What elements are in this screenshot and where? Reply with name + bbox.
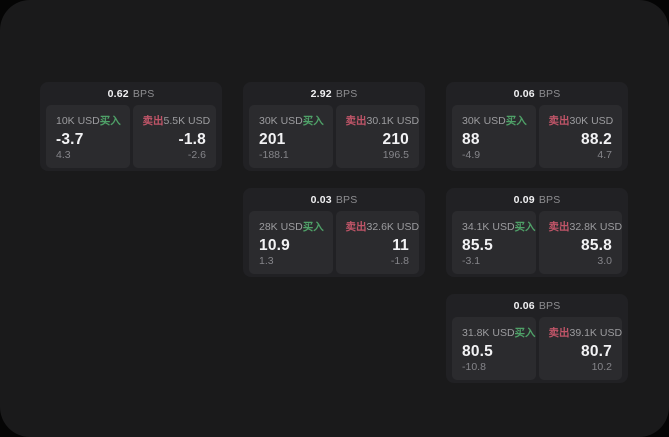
- bps-value: 0.06: [513, 87, 535, 100]
- buy-size-label: 10K USD: [56, 114, 100, 127]
- sell-panel[interactable]: 卖出 39.1K USD 80.7 10.2: [538, 317, 623, 380]
- sell-panel[interactable]: 卖出 32.6K USD 11 -1.8: [335, 211, 420, 274]
- card-header: 0.03 BPS: [243, 188, 425, 211]
- bps-unit-label: BPS: [335, 87, 358, 100]
- buy-price: 201: [259, 131, 286, 148]
- card-body: 31.8K USD 买入 80.5 -10.8 卖出 39.1K USD 80.…: [446, 317, 628, 383]
- quote-grid: 0.62 BPS 10K USD 买入 -3.7 4.3 卖出 5.5K USD: [40, 82, 628, 383]
- buy-delta: -188.1: [259, 149, 289, 161]
- bps-unit-label: BPS: [335, 193, 358, 206]
- card-body: 28K USD 买入 10.9 1.3 卖出 32.6K USD 11 -1.8: [243, 211, 425, 277]
- sell-action-label: 卖出: [548, 327, 570, 339]
- sell-price: 88.2: [581, 131, 612, 148]
- buy-panel[interactable]: 28K USD 买入 10.9 1.3: [249, 211, 333, 274]
- buy-price: -3.7: [56, 131, 84, 148]
- buy-panel[interactable]: 10K USD 买入 -3.7 4.3: [46, 105, 130, 168]
- buy-size-label: 30K USD: [259, 114, 303, 127]
- quote-card: 0.06 BPS 30K USD 买入 88 -4.9 卖出 30K USD: [446, 82, 628, 171]
- buy-price: 88: [462, 131, 480, 148]
- buy-size-label: 28K USD: [259, 220, 303, 233]
- sell-price: -1.8: [178, 131, 206, 148]
- card-header: 0.62 BPS: [40, 82, 222, 105]
- sell-action-label: 卖出: [345, 115, 367, 127]
- buy-action-label: 买入: [514, 327, 536, 339]
- sell-delta: 3.0: [597, 255, 612, 267]
- sell-action-label: 卖出: [142, 115, 164, 127]
- sell-price: 80.7: [581, 343, 612, 360]
- buy-delta: -10.8: [462, 361, 486, 373]
- sell-delta: 10.2: [591, 361, 612, 373]
- quote-card: 0.06 BPS 31.8K USD 买入 80.5 -10.8 卖出 39.1…: [446, 294, 628, 383]
- sell-panel[interactable]: 卖出 30K USD 88.2 4.7: [538, 105, 622, 168]
- quote-card: 0.62 BPS 10K USD 买入 -3.7 4.3 卖出 5.5K USD: [40, 82, 222, 171]
- bps-unit-label: BPS: [538, 299, 561, 312]
- card-header: 0.06 BPS: [446, 82, 628, 105]
- sell-delta: 196.5: [382, 149, 409, 161]
- card-body: 30K USD 买入 201 -188.1 卖出 30.1K USD 210 1…: [243, 105, 425, 171]
- card-body: 30K USD 买入 88 -4.9 卖出 30K USD 88.2 4.7: [446, 105, 628, 171]
- sell-size-label: 30K USD: [569, 114, 614, 127]
- buy-delta: -3.1: [462, 255, 481, 267]
- bps-value: 0.09: [513, 193, 535, 206]
- sell-size-label: 5.5K USD: [163, 114, 211, 127]
- buy-panel[interactable]: 30K USD 买入 88 -4.9: [452, 105, 536, 168]
- card-body: 10K USD 买入 -3.7 4.3 卖出 5.5K USD -1.8 -2.…: [40, 105, 222, 171]
- sell-action-label: 卖出: [548, 221, 570, 233]
- buy-price: 85.5: [462, 237, 493, 254]
- sell-size-label: 32.6K USD: [366, 220, 420, 233]
- buy-panel[interactable]: 30K USD 买入 201 -188.1: [249, 105, 333, 168]
- buy-panel[interactable]: 31.8K USD 买入 80.5 -10.8: [452, 317, 536, 380]
- quote-card: 0.03 BPS 28K USD 买入 10.9 1.3 卖出 32.6K US…: [243, 188, 425, 277]
- sell-delta: -1.8: [390, 255, 409, 267]
- sell-delta: -2.6: [187, 149, 206, 161]
- buy-action-label: 买入: [99, 115, 121, 127]
- card-header: 0.09 BPS: [446, 188, 628, 211]
- sell-size-label: 30.1K USD: [366, 114, 420, 127]
- bps-value: 2.92: [310, 87, 332, 100]
- sell-price: 85.8: [581, 237, 612, 254]
- buy-delta: 4.3: [56, 149, 71, 161]
- sell-panel[interactable]: 卖出 32.8K USD 85.8 3.0: [538, 211, 623, 274]
- buy-panel[interactable]: 34.1K USD 买入 85.5 -3.1: [452, 211, 536, 274]
- bps-unit-label: BPS: [538, 193, 561, 206]
- sell-action-label: 卖出: [345, 221, 367, 233]
- sell-delta: 4.7: [597, 149, 612, 161]
- buy-action-label: 买入: [514, 221, 536, 233]
- quote-card: 2.92 BPS 30K USD 买入 201 -188.1 卖出 30.1K …: [243, 82, 425, 171]
- buy-price: 10.9: [259, 237, 290, 254]
- bps-value: 0.06: [513, 299, 535, 312]
- sell-price: 210: [382, 131, 409, 148]
- sell-size-label: 32.8K USD: [569, 220, 623, 233]
- sell-action-label: 卖出: [548, 115, 570, 127]
- bps-value: 0.03: [310, 193, 332, 206]
- card-header: 0.06 BPS: [446, 294, 628, 317]
- buy-size-label: 30K USD: [462, 114, 506, 127]
- buy-size-label: 34.1K USD: [462, 220, 515, 233]
- bps-unit-label: BPS: [132, 87, 155, 100]
- buy-size-label: 31.8K USD: [462, 326, 515, 339]
- bps-value: 0.62: [107, 87, 129, 100]
- card-header: 2.92 BPS: [243, 82, 425, 105]
- buy-action-label: 买入: [505, 115, 527, 127]
- buy-price: 80.5: [462, 343, 493, 360]
- sell-size-label: 39.1K USD: [569, 326, 623, 339]
- buy-delta: 1.3: [259, 255, 274, 267]
- sell-price: 11: [392, 237, 409, 254]
- buy-action-label: 买入: [302, 115, 324, 127]
- bps-unit-label: BPS: [538, 87, 561, 100]
- card-body: 34.1K USD 买入 85.5 -3.1 卖出 32.8K USD 85.8…: [446, 211, 628, 277]
- quote-card: 0.09 BPS 34.1K USD 买入 85.5 -3.1 卖出 32.8K…: [446, 188, 628, 277]
- buy-delta: -4.9: [462, 149, 481, 161]
- sell-panel[interactable]: 卖出 30.1K USD 210 196.5: [335, 105, 420, 168]
- buy-action-label: 买入: [302, 221, 324, 233]
- sell-panel[interactable]: 卖出 5.5K USD -1.8 -2.6: [132, 105, 216, 168]
